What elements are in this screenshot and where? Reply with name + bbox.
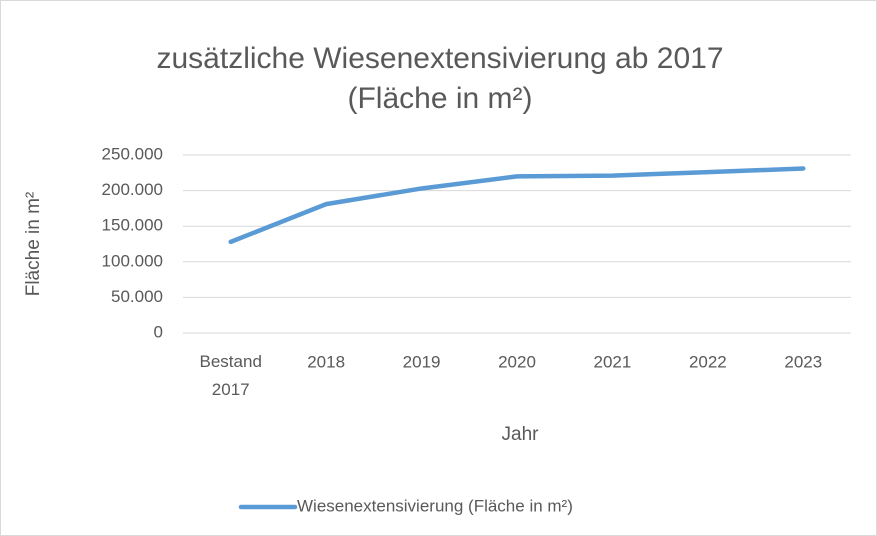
x-tick-label: 2020 — [498, 352, 536, 371]
x-tick-label: Bestand 2017 — [200, 352, 262, 399]
y-axis-label: Fläche in m² — [23, 192, 44, 297]
y-tick-label: 250.000 — [102, 144, 163, 163]
chart-title: zusätzliche Wiesenextensivierung ab 2017 — [157, 42, 724, 75]
x-tick-label: 2022 — [689, 352, 727, 371]
line-series — [228, 166, 806, 245]
x-tick-label: 2023 — [784, 352, 822, 371]
x-tick-label: 2018 — [307, 352, 345, 371]
x-axis-label: Jahr — [502, 424, 540, 445]
x-tick-label: 2021 — [594, 352, 632, 371]
y-tick-label: 150.000 — [102, 216, 163, 235]
x-tick-label: 2019 — [403, 352, 441, 371]
y-tick-label: 100.000 — [102, 251, 163, 270]
y-tick-label: 200.000 — [102, 180, 163, 199]
legend-label: Wiesenextensivierung (Fläche in m²) — [297, 496, 573, 515]
y-tick-label: 0 — [154, 322, 163, 341]
y-tick-label: 50.000 — [111, 287, 163, 306]
chart-title: (Fläche in m²) — [347, 82, 532, 115]
